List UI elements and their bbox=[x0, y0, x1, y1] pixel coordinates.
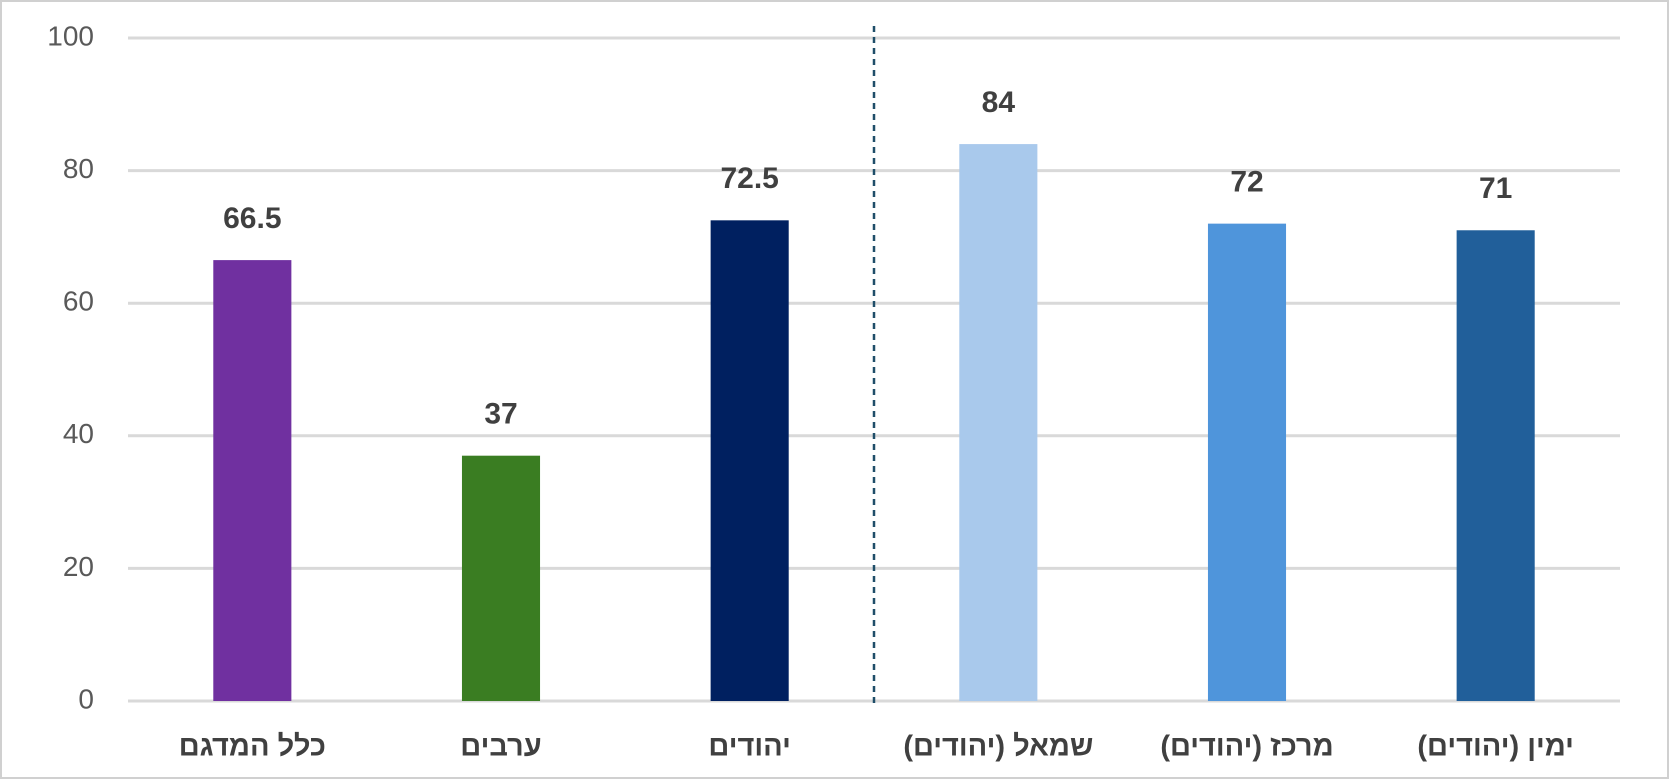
bar bbox=[213, 260, 292, 701]
bar bbox=[959, 144, 1038, 701]
y-tick-label: 20 bbox=[63, 551, 94, 582]
y-tick-label: 80 bbox=[63, 153, 94, 184]
bar bbox=[1456, 230, 1535, 701]
x-tick-label: מרכז (יהודים) bbox=[1160, 731, 1333, 763]
x-tick-label: ערבים bbox=[460, 731, 541, 763]
bar bbox=[710, 220, 789, 701]
value-label: 72 bbox=[1230, 166, 1263, 199]
x-tick-label: ימין (יהודים) bbox=[1417, 731, 1574, 763]
x-tick-label: שמאל (יהודים) bbox=[903, 731, 1093, 763]
y-tick-label: 40 bbox=[63, 418, 94, 449]
y-tick-label: 100 bbox=[47, 20, 94, 51]
value-label: 84 bbox=[982, 86, 1016, 119]
bar bbox=[1207, 223, 1287, 701]
value-label: 37 bbox=[484, 398, 517, 431]
value-label: 72.5 bbox=[720, 162, 778, 195]
x-tick-label: כלל המדגם bbox=[179, 731, 326, 763]
value-label: 66.5 bbox=[223, 202, 281, 235]
bar bbox=[461, 455, 541, 701]
x-tick-label: יהודים bbox=[708, 731, 790, 763]
value-label: 71 bbox=[1479, 172, 1512, 205]
y-tick-label: 0 bbox=[78, 683, 94, 714]
y-tick-label: 60 bbox=[63, 286, 94, 317]
